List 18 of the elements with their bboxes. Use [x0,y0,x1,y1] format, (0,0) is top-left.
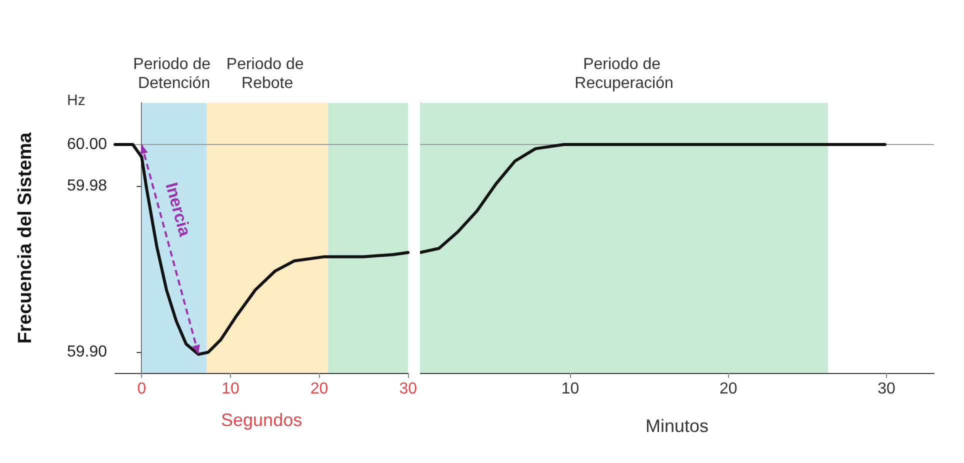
text: Hz [67,92,86,109]
x-tick-label: 30 [399,380,418,398]
x-tick-label: 10 [561,380,580,398]
x-tick-label: 0 [137,380,146,398]
band-label: Periodo de Detención [133,56,215,92]
y-tick-label: 60.00 [66,136,108,154]
x-axis-title: Minutos [645,416,709,436]
x-tick-label: 20 [720,380,738,398]
x-axis-title: Segundos [221,410,302,430]
y-tick-label: 59.90 [66,344,108,361]
x-tick-label: 30 [878,380,896,398]
y-tick-label: 59.98 [66,178,108,195]
y-axis-title: Frecuencia del Sistema [15,132,36,344]
x-tick-label: 20 [310,380,328,398]
band-label: Periodo de Rebote [226,56,308,92]
band-label: Periodo de Recuperación [574,56,674,92]
x-tick-label: 10 [222,380,240,398]
annotation: Inercia [162,180,195,239]
